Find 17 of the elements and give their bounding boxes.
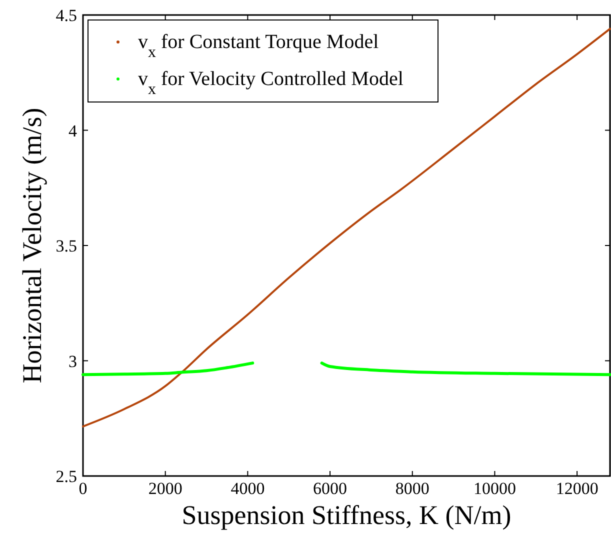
x-tick-label: 12000: [556, 479, 598, 498]
y-axis-title: Horizontal Velocity (m/s): [17, 108, 47, 384]
x-tick-label: 8000: [395, 479, 430, 498]
line-series: [82, 28, 611, 428]
legend-label: v$_{x}$ for Constant Torque Model: [138, 31, 380, 60]
x-axis-title: Suspension Stiffness, K (N/m): [182, 500, 512, 530]
x-tick-label: 6000: [313, 479, 348, 498]
x-tick-label: 10000: [473, 479, 516, 498]
y-tick-label: 4.5: [56, 6, 77, 25]
y-tick-label: 3.5: [56, 236, 77, 256]
y-tick-label: 4: [68, 121, 78, 140]
x-tick-label: 4000: [230, 479, 265, 498]
legend-label: v$_{x}$ for Velocity Controlled Model: [138, 68, 404, 98]
x-tick-label: 2000: [148, 479, 182, 498]
y-tick-label: 3: [68, 352, 77, 371]
x-tick-label: 0: [78, 479, 88, 498]
y-tick-label: 2.5: [56, 467, 77, 486]
